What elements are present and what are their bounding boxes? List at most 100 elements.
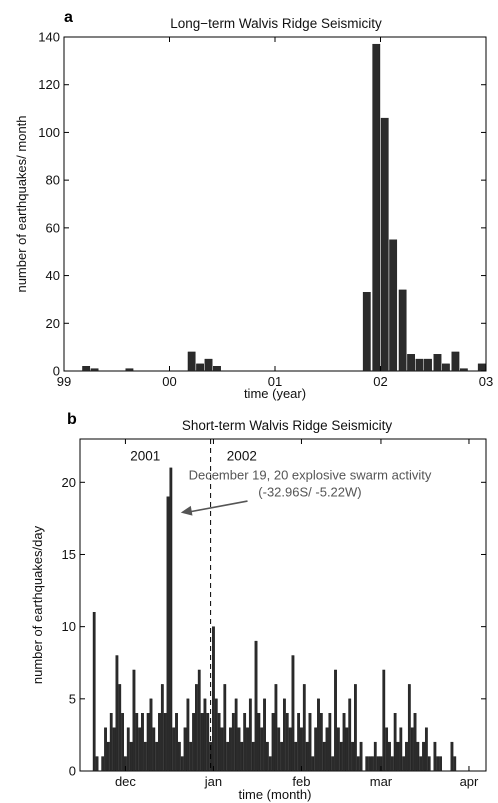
bar (254, 640, 258, 772)
bar (189, 741, 193, 772)
bar (285, 713, 289, 772)
bar (354, 684, 357, 772)
bar (169, 467, 173, 772)
y-tick-label: 10 (62, 619, 76, 634)
bar (405, 741, 408, 772)
bar (172, 727, 176, 772)
bar (187, 351, 196, 372)
bar (274, 684, 278, 772)
y-tick-label: 140 (38, 30, 60, 45)
bar (410, 727, 414, 772)
bar (152, 727, 156, 772)
bar (322, 741, 326, 772)
bar (277, 727, 281, 772)
x-tick-label: 03 (479, 374, 493, 389)
bar (427, 756, 431, 772)
bar (160, 684, 164, 772)
bar (453, 756, 457, 772)
bar (129, 741, 133, 772)
annotation-text-line: December 19, 20 explosive swarm activity (189, 467, 432, 482)
bar (177, 741, 181, 772)
bar (300, 727, 303, 772)
panel-b-y-axis-label: number of earthquakes/day (30, 525, 45, 684)
bar (280, 741, 283, 772)
bar (229, 727, 232, 772)
bar (345, 727, 349, 772)
bar (393, 713, 397, 772)
bar (213, 366, 221, 372)
bar (138, 727, 142, 772)
bar (442, 363, 450, 372)
bar (305, 741, 309, 772)
bar (112, 727, 116, 772)
y-tick-label: 5 (69, 691, 76, 706)
year-labels: 2001 2002 (130, 449, 257, 464)
bar (331, 756, 335, 772)
bar (368, 756, 371, 772)
bar (200, 713, 204, 772)
y-tick-label: 20 (62, 475, 76, 490)
bar (439, 756, 442, 772)
y-tick-label: 0 (53, 364, 60, 379)
bar (424, 358, 432, 372)
bar (101, 756, 105, 772)
bar (237, 727, 241, 772)
bar (158, 713, 161, 772)
bar (203, 698, 207, 772)
bar (433, 741, 437, 772)
bar (359, 741, 363, 772)
bar (416, 741, 420, 772)
bar (125, 368, 134, 372)
bar (422, 741, 425, 772)
bar (263, 698, 266, 772)
bar (115, 655, 119, 772)
panel-b-letter: b (67, 411, 77, 428)
y-tick-label: 20 (46, 316, 60, 331)
bar (302, 684, 306, 772)
bar (424, 727, 428, 772)
year-label: 2001 (130, 449, 160, 464)
x-tick-label: feb (292, 774, 310, 789)
bar (180, 756, 184, 772)
bar (433, 354, 442, 372)
panel-a: a Long−term Walvis Ridge Seismicity 99 00… (14, 9, 493, 401)
panel-b-x-axis-label: time (month) (239, 787, 312, 802)
panel-a-axes-box (63, 36, 487, 372)
y-tick-label: 0 (69, 764, 76, 779)
bar (220, 727, 224, 772)
bar (204, 358, 213, 372)
bar (450, 741, 454, 772)
annotation-arrow-head (180, 505, 193, 516)
bar (389, 239, 398, 372)
bar (246, 727, 249, 772)
bar (380, 117, 389, 372)
year-label: 2002 (227, 449, 257, 464)
y-tick-label: 40 (46, 268, 60, 283)
bar (342, 713, 346, 772)
bar (311, 756, 315, 772)
bar (325, 727, 329, 772)
panel-a-y-ticks: 0 20 40 60 80 100 120 140 (38, 30, 486, 379)
bar (365, 756, 369, 772)
bar (362, 292, 371, 372)
annotation-arrow-shaft (188, 500, 248, 513)
bar (407, 354, 415, 372)
bar (95, 756, 99, 772)
bar (106, 741, 110, 772)
bar (104, 727, 107, 772)
bar (373, 741, 377, 772)
bar (118, 684, 122, 772)
bar (314, 727, 318, 772)
bar (388, 741, 391, 772)
x-tick-label: jan (204, 774, 222, 789)
x-tick-label: dec (115, 774, 136, 789)
bar (163, 713, 167, 772)
bar (268, 756, 272, 772)
panel-b-y-ticks: 0 5 10 15 20 (62, 475, 486, 779)
y-tick-label: 120 (38, 77, 60, 92)
bar (183, 727, 187, 772)
bar (415, 358, 424, 372)
panel-a-bars (82, 43, 486, 372)
bar (283, 698, 286, 772)
